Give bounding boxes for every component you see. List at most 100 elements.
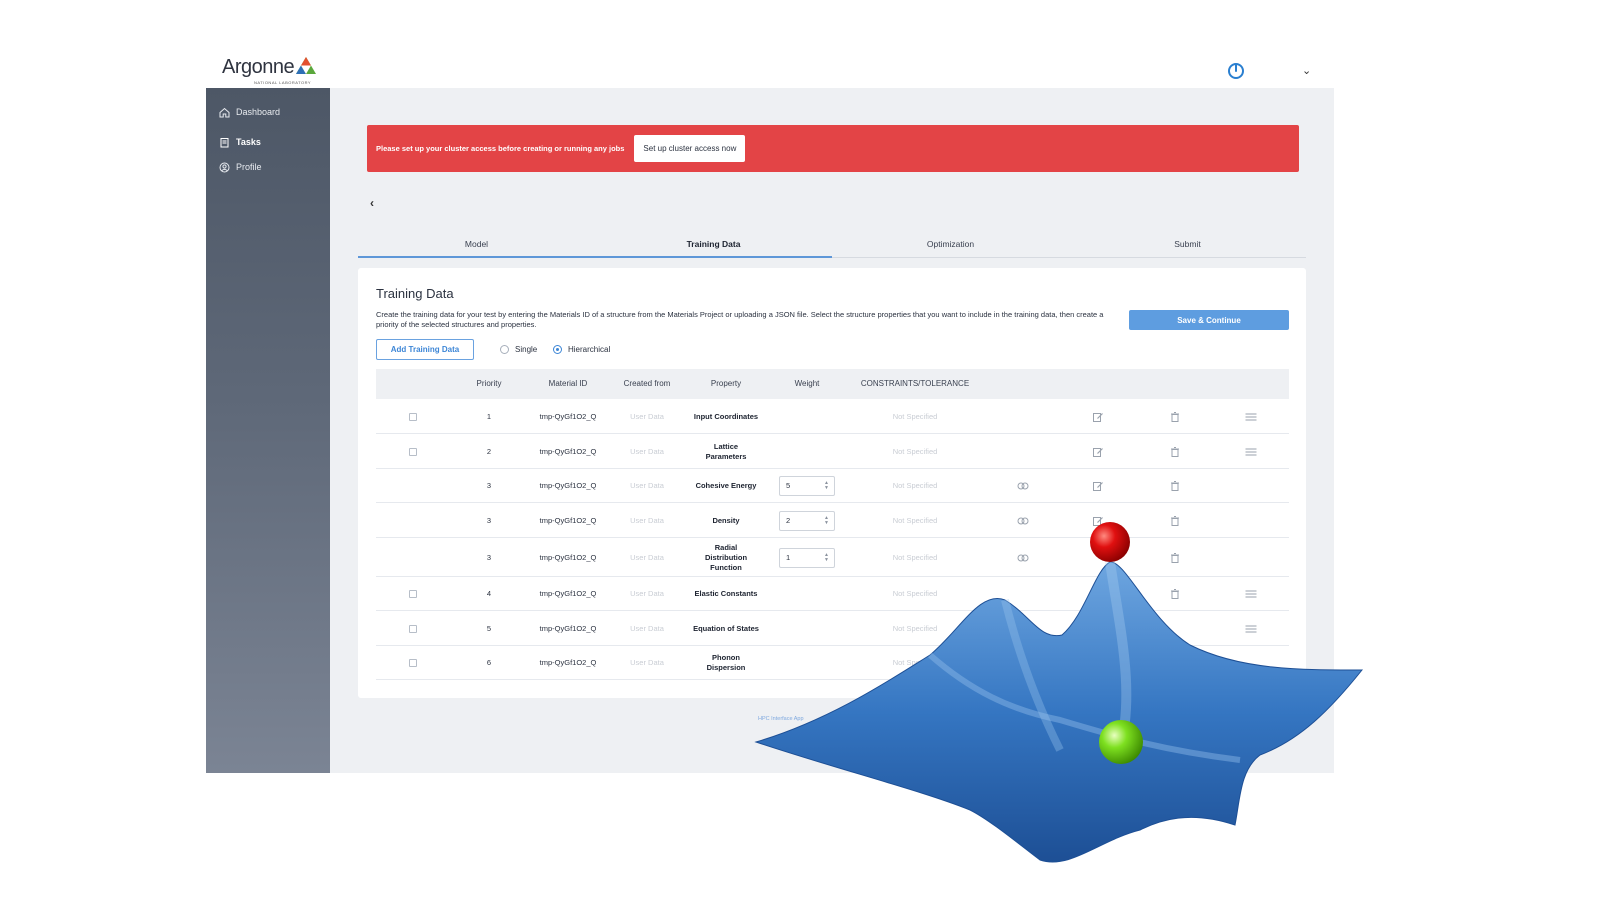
table-row: 2 tmp-QyGf1O2_Q User Data Lattice Parameter… <box>376 434 1289 469</box>
argonne-logo: Argonne NATIONAL LABORATORY <box>222 56 317 86</box>
clipboard-icon <box>218 136 230 148</box>
user-menu-dropdown[interactable]: ⌄ <box>1302 65 1312 77</box>
card-description: Create the training data for your test b… <box>376 310 1104 329</box>
top-header: Argonne NATIONAL LABORATORY ⌄ <box>206 52 1334 88</box>
col-material-id[interactable]: Material ID <box>548 379 588 388</box>
link-icon[interactable] <box>1017 516 1029 526</box>
created-from-cell: User Data <box>630 552 664 562</box>
tab-submit[interactable]: Submit <box>1174 239 1201 249</box>
property-cell: Input Coordinates <box>693 412 759 421</box>
radio-circle <box>500 345 509 354</box>
active-tab-indicator <box>358 256 832 258</box>
material-id-cell: tmp-QyGf1O2_Q <box>539 623 597 633</box>
peak-ball-icon <box>1090 522 1130 562</box>
link-icon[interactable] <box>1017 481 1029 491</box>
constraint-cell: Not Specified <box>892 552 938 562</box>
cluster-access-alert: Please set up your cluster access before… <box>367 125 1299 172</box>
row-checkbox[interactable] <box>409 447 417 456</box>
edit-icon[interactable] <box>1093 446 1104 457</box>
table-row: 5 tmp-QyGf1O2_Q User Data Equation of State… <box>376 611 1289 646</box>
drag-handle-icon[interactable] <box>1245 448 1257 456</box>
property-cell: Elastic Constants <box>694 589 758 598</box>
trash-icon[interactable] <box>1170 552 1180 563</box>
radio-hierarchical[interactable]: Hierarchical <box>553 345 610 354</box>
constraint-cell: Not Specified <box>892 446 938 456</box>
user-circle-icon <box>218 161 230 173</box>
setup-cluster-button[interactable]: Set up cluster access now <box>634 135 746 162</box>
priority-cell: 2 <box>486 446 492 456</box>
created-from-cell: User Data <box>630 481 664 490</box>
material-id-cell: tmp-QyGf1O2_Q <box>539 481 597 490</box>
argonne-triangle-icon <box>296 57 317 74</box>
constraint-cell: Not Specified <box>892 623 938 633</box>
col-weight[interactable]: Weight <box>794 379 820 388</box>
constraint-cell: Not Specified <box>892 412 938 421</box>
row-checkbox[interactable] <box>409 624 417 633</box>
table-row: 4 tmp-QyGf1O2_Q User Data Elastic Constants… <box>376 577 1289 611</box>
app-window: Argonne NATIONAL LABORATORY ⌄ Dashboard <box>206 52 1334 773</box>
created-from-cell: User Data <box>630 515 664 525</box>
save-continue-button[interactable]: Save & Continue <box>1129 310 1289 330</box>
created-from-cell: User Data <box>630 412 664 421</box>
trash-icon[interactable] <box>1170 446 1180 457</box>
radio-label: Hierarchical <box>568 345 611 354</box>
weight-input[interactable]: 1 ▲ ▼ <box>779 547 835 568</box>
trash-icon[interactable] <box>1170 481 1180 492</box>
tab-optimization[interactable]: Optimization <box>926 239 975 249</box>
link-icon[interactable] <box>1017 553 1029 563</box>
edit-icon[interactable] <box>1093 515 1104 526</box>
weight-input[interactable]: 2 ▲ ▼ <box>779 510 835 531</box>
property-cell: Phonon Dispersion <box>706 653 746 672</box>
created-from-cell: User Data <box>630 589 664 598</box>
col-created-from[interactable]: Created from <box>623 379 671 388</box>
table-header: Priority Material ID Created from Proper… <box>376 369 1289 399</box>
main-content: Please set up your cluster access before… <box>330 88 1334 773</box>
trash-icon[interactable] <box>1170 412 1180 423</box>
trash-icon[interactable] <box>1170 515 1180 526</box>
edit-icon[interactable] <box>1093 481 1104 492</box>
drag-handle-icon[interactable] <box>1245 590 1257 598</box>
sidebar: Dashboard Tasks Profile <box>206 88 330 773</box>
sidebar-item-dashboard[interactable]: Dashboard <box>206 102 330 122</box>
sidebar-item-profile[interactable]: Profile <box>206 157 330 177</box>
created-from-cell: User Data <box>630 658 664 667</box>
stepper-arrows-icon[interactable]: ▲ ▼ <box>824 551 829 563</box>
weight-value: 2 <box>786 515 791 525</box>
created-from-cell: User Data <box>630 446 664 456</box>
drag-handle-icon[interactable] <box>1245 625 1257 633</box>
constraint-cell: Not Specified <box>892 589 938 598</box>
tab-training-data[interactable]: Training Data <box>686 239 741 249</box>
trash-icon[interactable] <box>1170 589 1180 600</box>
weight-value: 5 <box>786 481 791 490</box>
table-row: 3 tmp-QyGf1O2_Q User Data Density 2 ▲ ▼ Not Spe… <box>376 503 1289 538</box>
table-row: 3 tmp-QyGf1O2_Q User Data Radial Distributi… <box>376 538 1289 577</box>
stepper-arrows-icon[interactable]: ▲ ▼ <box>824 514 829 526</box>
radio-circle-selected <box>553 345 562 354</box>
back-button[interactable]: ‹ <box>370 196 374 210</box>
col-constraints[interactable]: CONSTRAINTS/TOLERANCE <box>860 379 970 388</box>
edit-icon[interactable] <box>1093 412 1104 423</box>
footer-link[interactable]: HPC Interface App <box>758 716 804 722</box>
col-property[interactable]: Property <box>710 379 742 388</box>
weight-input[interactable]: 5 ▲ ▼ <box>779 476 835 496</box>
table-row: 6 tmp-QyGf1O2_Q User Data Phonon Dispersion… <box>376 646 1289 680</box>
row-checkbox[interactable] <box>409 659 417 667</box>
stepper-arrows-icon[interactable]: ▲ ▼ <box>824 480 829 491</box>
power-button[interactable] <box>1226 61 1246 81</box>
drag-handle-icon[interactable] <box>1245 413 1257 421</box>
row-checkbox[interactable] <box>409 413 417 421</box>
material-id-cell: tmp-QyGf1O2_Q <box>539 589 597 598</box>
sidebar-item-tasks[interactable]: Tasks <box>206 132 330 152</box>
priority-cell: 3 <box>486 552 492 562</box>
tab-model[interactable]: Model <box>464 239 489 249</box>
material-id-cell: tmp-QyGf1O2_Q <box>539 412 597 421</box>
add-training-data-button[interactable]: Add Training Data <box>376 339 474 360</box>
property-cell: Cohesive Energy <box>695 481 757 490</box>
radio-single[interactable]: Single <box>500 345 537 354</box>
row-checkbox[interactable] <box>409 590 417 598</box>
sidebar-item-label: Profile <box>236 162 262 172</box>
material-id-cell: tmp-QyGf1O2_Q <box>539 515 597 525</box>
table-row: 1 tmp-QyGf1O2_Q User Data Input Coordinates… <box>376 400 1289 434</box>
col-priority[interactable]: Priority <box>476 379 502 388</box>
priority-cell: 1 <box>486 412 492 421</box>
